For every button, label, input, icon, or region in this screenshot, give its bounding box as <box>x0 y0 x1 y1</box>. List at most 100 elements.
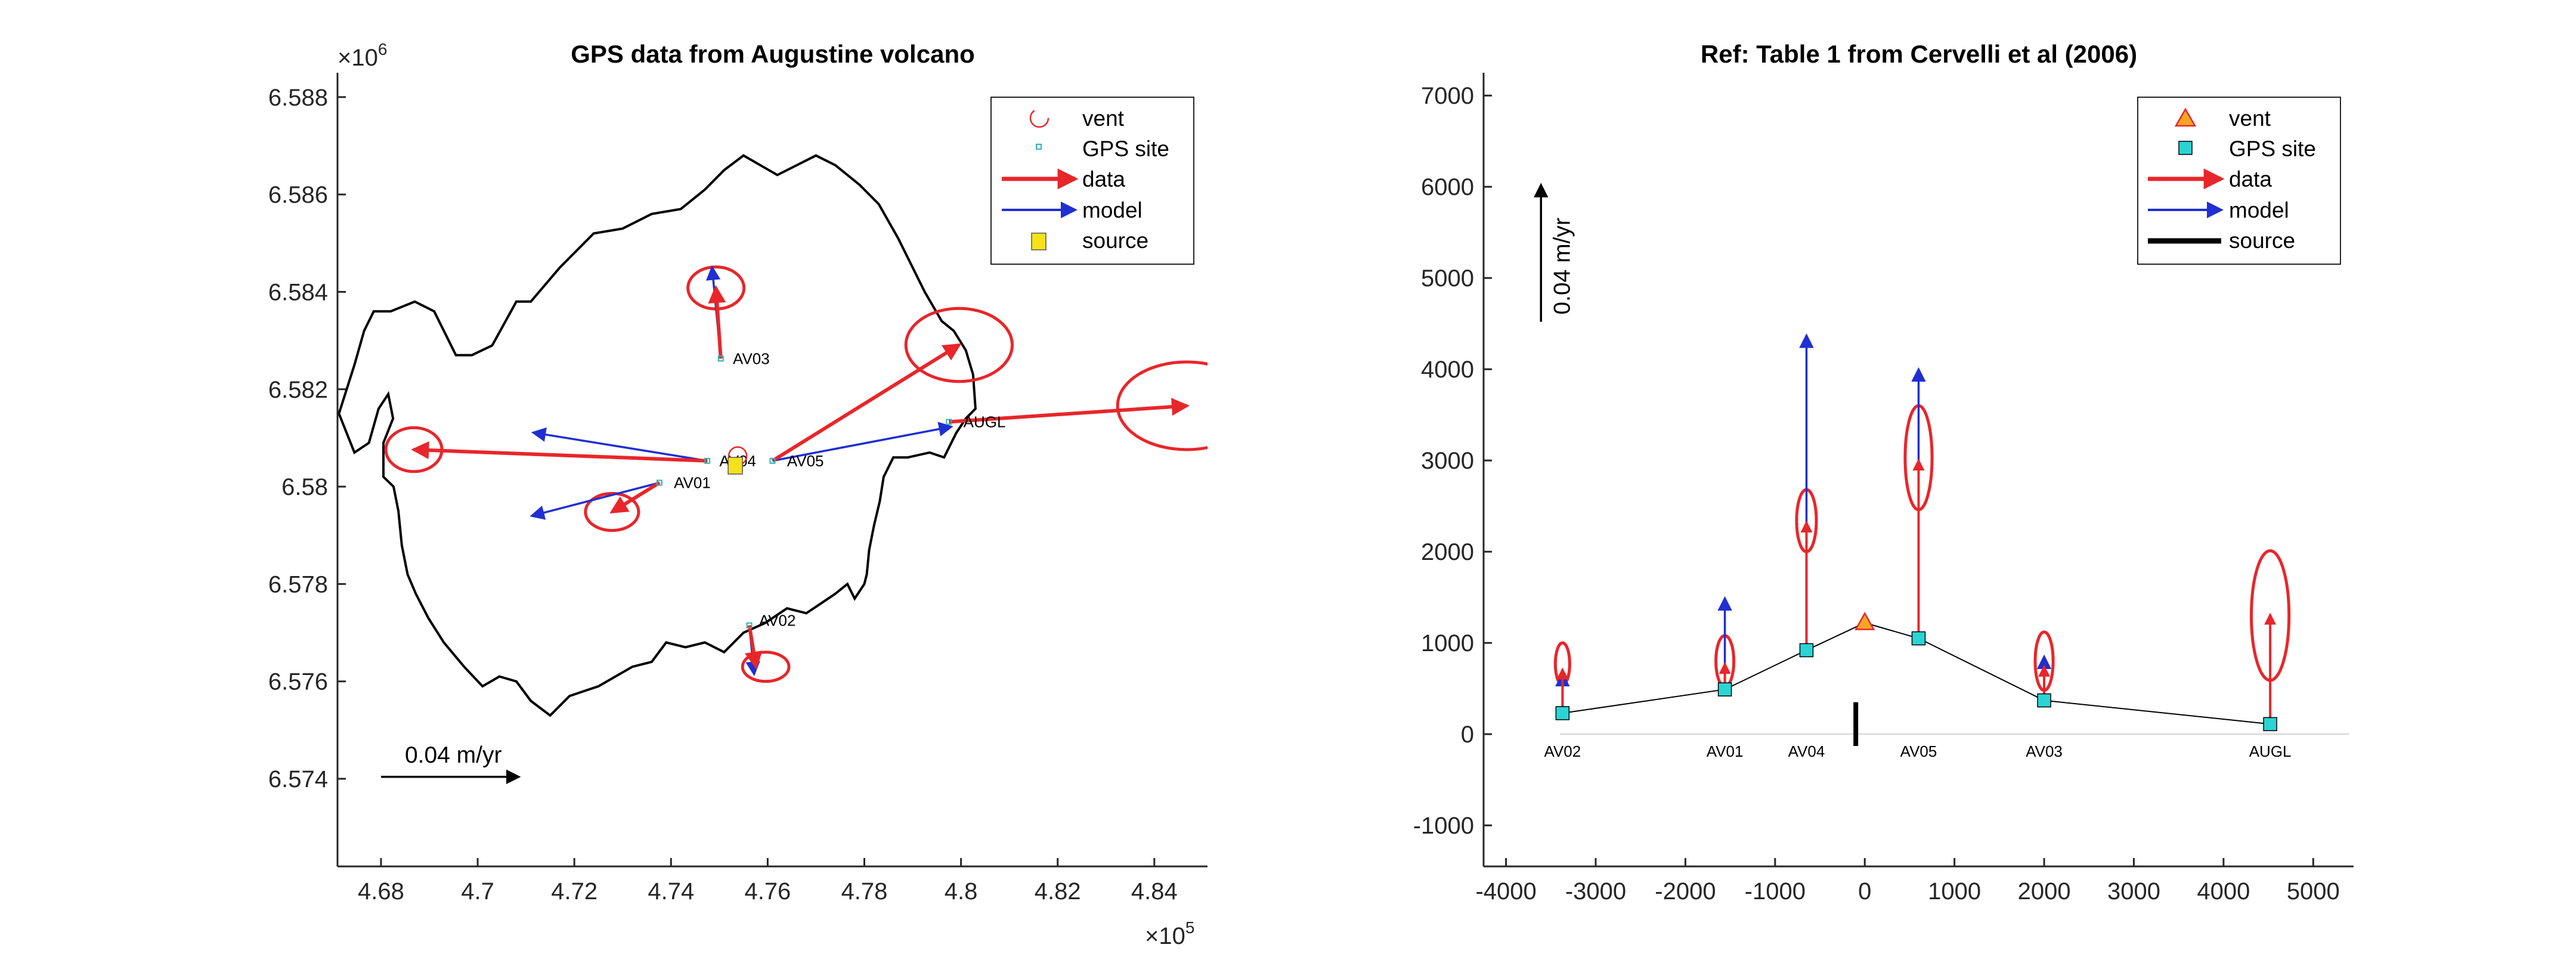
right-title: Ref: Table 1 from Cervelli et al (2006) <box>1701 40 2137 68</box>
left-plot-area: AV01AV02AV03AV04AV05AUGL <box>338 154 1208 717</box>
model-vector-av05 <box>772 422 953 462</box>
gps-site-av03 <box>717 355 724 362</box>
right-data-vectors <box>1556 459 2277 724</box>
right-y-tick-label: 1000 <box>1421 630 1474 657</box>
model-vector-av04 <box>531 427 708 462</box>
right-plot-area <box>1553 333 2349 747</box>
left-legend-model: model <box>1082 198 1143 222</box>
data-vector-av03 <box>708 285 726 359</box>
data-vector-av01 <box>609 481 661 514</box>
right-x-tick-label: 4000 <box>2197 878 2250 905</box>
right-legend-vent: vent <box>2229 106 2271 131</box>
left-legend-data: data <box>1082 167 1125 191</box>
left-y-exponent: ×106 <box>338 40 387 71</box>
left-vent-source <box>727 446 748 475</box>
left-x-ticks: 4.68 4.7 4.72 4.74 4.76 4.78 4.8 4.82 4.84 <box>358 858 1178 905</box>
model-vector-av01 <box>530 481 660 520</box>
profile-gps-site-av05 <box>1911 631 1926 646</box>
left-x-tick-label: 4.72 <box>551 878 597 905</box>
left-x-tick-label: 4.82 <box>1035 878 1081 905</box>
left-y-tick-label: 6.574 <box>268 766 328 792</box>
right-axes: -4000 -3000 -2000 -1000 0 1000 2000 3000 4000 500… <box>1413 73 2354 905</box>
profile-vent-marker <box>1854 611 1875 630</box>
left-axes: 4.68 4.7 4.72 4.74 4.76 4.78 4.8 4.82 4.84 6.574… <box>268 40 1208 949</box>
profile-site-label-av04: AV04 <box>1788 742 1825 760</box>
left-x-tick-label: 4.78 <box>841 878 888 905</box>
right-legend-data: data <box>2229 167 2272 191</box>
profile-site-label-av05: AV05 <box>1900 742 1937 760</box>
right-legend: vent GPS site data model source <box>2137 97 2341 265</box>
right-x-tick-label: -3000 <box>1565 878 1626 905</box>
right-x-tick-label: -1000 <box>1745 878 1806 905</box>
left-legend: vent GPS site data model source <box>990 97 1194 265</box>
left-y-tick-label: 6.584 <box>268 279 328 305</box>
gps-site-av01 <box>656 479 662 486</box>
gps-site-av02 <box>746 622 753 628</box>
right-legend-gps-site: GPS site <box>2229 137 2316 161</box>
right-legend-source: source <box>2229 228 2295 253</box>
data-vector-av02 <box>745 625 763 670</box>
source-marker <box>727 457 743 475</box>
right-x-tick-label: 1000 <box>1928 878 1981 905</box>
left-y-tick-label: 6.582 <box>268 377 328 403</box>
left-panel: GPS data from Augustine volcano 4.68 4.7 4… <box>268 40 1208 949</box>
right-x-tick-label: 0 <box>1858 878 1871 905</box>
right-y-tick-label: 3000 <box>1421 448 1474 474</box>
legend-gps-site-square-icon <box>2178 141 2193 155</box>
profile-site-label-av02: AV02 <box>1544 742 1581 760</box>
right-y-tick-label: -1000 <box>1413 813 1474 839</box>
gps-site-av05 <box>769 457 776 464</box>
right-y-tick-label: 6000 <box>1421 174 1474 200</box>
profile-gps-site-av03 <box>2037 693 2051 708</box>
right-y-tick-label: 0 <box>1461 722 1474 748</box>
right-x-tick-label: -2000 <box>1655 878 1716 905</box>
site-label-av01: AV01 <box>674 474 711 492</box>
profile-gps-site-augl <box>2263 717 2277 732</box>
site-label-av05: AV05 <box>787 452 824 470</box>
left-gps-sites: AV01AV02AV03AV04AV05AUGL <box>656 349 1006 630</box>
left-legend-vent: vent <box>1082 106 1125 131</box>
left-x-tick-label: 4.8 <box>945 878 978 905</box>
error-ellipse-augl <box>1116 360 1208 451</box>
right-x-tick-label: -4000 <box>1475 878 1536 905</box>
right-y-tick-label: 7000 <box>1421 83 1474 109</box>
data-vector-av05 <box>771 343 962 463</box>
right-scale-label: 0.04 m/yr <box>1549 218 1575 315</box>
right-x-tick-label: 2000 <box>2018 878 2071 905</box>
left-x-tick-label: 4.7 <box>461 878 494 905</box>
site-label-av03: AV03 <box>733 349 770 367</box>
left-scale-label: 0.04 m/yr <box>405 742 502 768</box>
legend-vent-triangle-icon <box>2174 107 2197 127</box>
right-legend-model: model <box>2229 198 2289 222</box>
right-error-ellipses <box>1553 404 2291 692</box>
left-legend-gps-site: GPS site <box>1082 137 1169 161</box>
right-scale-bar: 0.04 m/yr <box>1534 182 1575 322</box>
site-label-augl: AUGL <box>964 413 1006 431</box>
gps-site-augl <box>946 419 952 425</box>
left-legend-source: source <box>1082 228 1148 253</box>
left-data-vectors <box>411 285 1190 670</box>
legend-gps-site-icon <box>1036 144 1042 150</box>
left-y-tick-label: 6.588 <box>268 85 328 111</box>
right-y-ticks: -1000 0 1000 2000 3000 4000 5000 6000 7000 <box>1413 83 1492 839</box>
profile-gps-site-av02 <box>1555 706 1570 720</box>
left-x-tick-label: 4.76 <box>744 878 791 905</box>
gps-site-av04 <box>704 457 711 464</box>
right-y-tick-label: 4000 <box>1421 357 1474 383</box>
right-x-tick-label: 3000 <box>2107 878 2160 905</box>
right-y-tick-label: 5000 <box>1421 265 1474 292</box>
left-x-tick-label: 4.68 <box>358 878 404 905</box>
left-error-ellipses <box>384 265 1208 683</box>
left-title: GPS data from Augustine volcano <box>571 40 975 68</box>
profile-gps-site-av04 <box>1799 643 1814 658</box>
profile-site-label-av01: AV01 <box>1707 742 1744 760</box>
left-x-tick-label: 4.74 <box>648 878 694 905</box>
left-y-tick-label: 6.576 <box>268 669 328 695</box>
left-y-tick-label: 6.58 <box>281 474 328 500</box>
profile-gps-site-av01 <box>1717 682 1732 696</box>
profile-site-label-av03: AV03 <box>2026 742 2063 760</box>
left-x-tick-label: 4.84 <box>1131 878 1178 905</box>
coastline <box>338 154 977 717</box>
left-y-ticks: 6.574 6.576 6.578 6.58 6.582 6.584 6.586 6.588 <box>268 85 346 792</box>
